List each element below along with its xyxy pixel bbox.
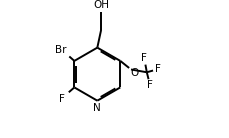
Text: Br: Br bbox=[55, 45, 67, 55]
Text: OH: OH bbox=[93, 0, 109, 10]
Text: F: F bbox=[155, 64, 160, 74]
Text: N: N bbox=[93, 103, 101, 113]
Text: F: F bbox=[146, 80, 152, 90]
Text: O: O bbox=[130, 68, 138, 78]
Text: F: F bbox=[141, 53, 147, 63]
Text: F: F bbox=[59, 94, 65, 104]
